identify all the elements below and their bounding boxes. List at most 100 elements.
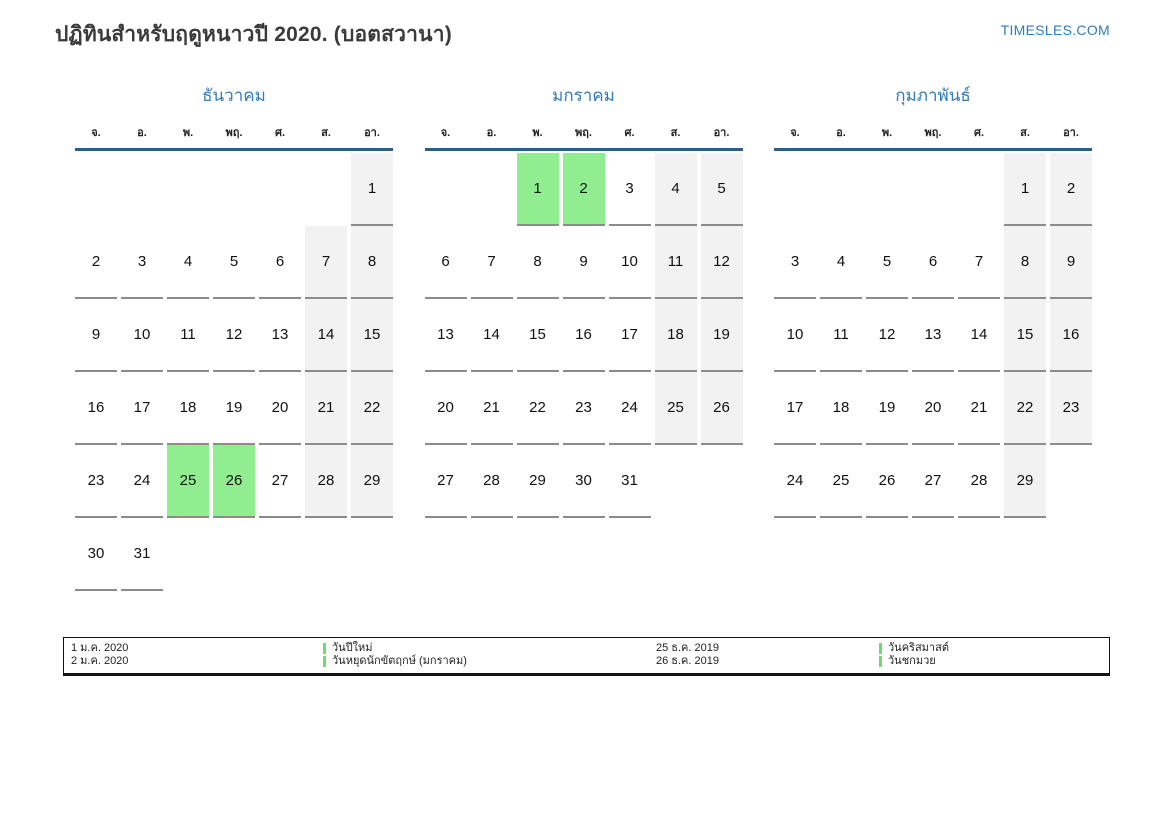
- day-cell-empty: [425, 153, 467, 226]
- month-calendar-3: กุมภาพันธ์ จ. อ. พ. พฤ. ศ. ส. อา. 1 2 3 4 5 6 7 8 9 10 11 1…: [774, 82, 1092, 518]
- day-cell-weekend: 4: [654, 153, 697, 226]
- legend-item: วันหยุดนักขัตฤกษ์ (มกราคม): [323, 655, 656, 668]
- day-cell-weekend: 18: [654, 299, 697, 372]
- legend-label-text: วันหยุดนักขัตฤกษ์ (มกราคม): [332, 655, 467, 667]
- day-cell: 21: [470, 372, 513, 445]
- weekday-label: ศ.: [624, 127, 635, 139]
- day-cell: 14: [470, 299, 513, 372]
- day-cell-weekend: 25: [654, 372, 697, 445]
- holiday-marker-icon: [879, 656, 882, 667]
- day-cell-weekend: 14: [305, 299, 347, 372]
- day-cell-holiday: 1: [516, 153, 559, 226]
- day-cell-weekend: 28: [305, 445, 347, 518]
- day-cell-holiday: 25: [167, 445, 209, 518]
- day-cell-empty: [75, 153, 117, 226]
- page-header: ปฏิทินสำหรับฤดูหนาวปี 2020. (บอตสวานา) T…: [0, 0, 1169, 51]
- day-cell-weekend: 21: [305, 372, 347, 445]
- day-cell-weekend: 19: [700, 299, 743, 372]
- day-cell: 5: [866, 226, 908, 299]
- week-row: 24 25 26 27 28 29: [774, 445, 1092, 518]
- day-cell: 18: [167, 372, 209, 445]
- legend-label-text: วันคริสมาสต์: [888, 642, 949, 654]
- day-cell-holiday: 26: [213, 445, 255, 518]
- day-cell: 31: [121, 518, 163, 591]
- weekday-label: จ.: [91, 127, 101, 139]
- day-cell-empty: [351, 518, 393, 591]
- day-cell: 18: [820, 372, 862, 445]
- week-row: 16 17 18 19 20 21 22: [75, 372, 393, 445]
- weekday-label: พ.: [182, 127, 194, 139]
- week-row: 30 31: [75, 518, 393, 591]
- legend-item: วันคริสมาสต์: [879, 642, 1109, 655]
- day-cell-empty: [820, 153, 862, 226]
- day-cell: 4: [820, 226, 862, 299]
- day-cell: 28: [470, 445, 513, 518]
- header-rule: [424, 148, 743, 151]
- day-cell-weekend: 29: [1004, 445, 1046, 518]
- day-cell-weekend: 22: [1004, 372, 1046, 445]
- day-cell: 24: [121, 445, 163, 518]
- holiday-marker-icon: [879, 643, 882, 654]
- day-cell: 19: [213, 372, 255, 445]
- day-cell: 4: [167, 226, 209, 299]
- weekday-label: พ.: [881, 127, 893, 139]
- day-cell-empty: [305, 518, 347, 591]
- day-cell-weekend: 15: [351, 299, 393, 372]
- legend-column-labels: วันปีใหม่ วันหยุดนักขัตฤกษ์ (มกราคม): [323, 642, 656, 668]
- day-cell: 16: [75, 372, 117, 445]
- day-cell: 17: [774, 372, 816, 445]
- day-cell: 24: [608, 372, 651, 445]
- months-row: ธันวาคม จ. อ. พ. พฤ. ศ. ส. อา. 1 2 3 4 5 6 7 8 9 10 11 12 13…: [75, 82, 1092, 591]
- legend-item: วันชกมวย: [879, 655, 1109, 668]
- legend-date: 2 ม.ค. 2020: [71, 655, 323, 668]
- legend-column-dates: 25 ธ.ค. 2019 26 ธ.ค. 2019: [656, 642, 879, 668]
- legend-date-text: 1 ม.ค. 2020: [71, 642, 129, 654]
- day-cell-weekend: 5: [700, 153, 743, 226]
- day-cell-weekend: 2: [1050, 153, 1092, 226]
- legend-column-dates: 1 ม.ค. 2020 2 ม.ค. 2020: [71, 642, 323, 668]
- legend-column-labels: วันคริสมาสต์ วันชกมวย: [879, 642, 1109, 668]
- site-link[interactable]: TIMESLES.COM: [1000, 22, 1110, 38]
- day-cell-empty: [305, 153, 347, 226]
- day-cell-empty: [259, 518, 301, 591]
- week-row: 27 28 29 30 31: [424, 445, 743, 518]
- day-cell: 3: [774, 226, 816, 299]
- day-cell: 20: [259, 372, 301, 445]
- weekday-header-row: จ. อ. พ. พฤ. ศ. ส. อา.: [75, 123, 393, 148]
- day-cell: 10: [608, 226, 651, 299]
- day-cell-empty: [167, 518, 209, 591]
- day-cell: 8: [516, 226, 559, 299]
- day-cell-weekend: 8: [1004, 226, 1046, 299]
- weekday-label: อ.: [836, 127, 846, 139]
- day-cell-weekend: 7: [305, 226, 347, 299]
- weekday-label: จ.: [440, 127, 451, 139]
- day-cell: 13: [424, 299, 467, 372]
- month-title: ธันวาคม: [202, 86, 266, 105]
- day-cell: 13: [259, 299, 301, 372]
- day-cell: 27: [912, 445, 954, 518]
- day-cell-weekend: 9: [1050, 226, 1092, 299]
- day-cell: 28: [958, 445, 1000, 518]
- month-calendar-1: ธันวาคม จ. อ. พ. พฤ. ศ. ส. อา. 1 2 3 4 5 6 7 8 9 10 11 12 13…: [75, 82, 393, 591]
- day-cell: 10: [121, 299, 163, 372]
- weekday-label: พฤ.: [924, 127, 942, 139]
- week-row: 6 7 8 9 10 11 12: [424, 226, 743, 299]
- day-cell: 12: [866, 299, 908, 372]
- legend-label-text: วันชกมวย: [888, 655, 936, 667]
- day-cell: 25: [820, 445, 862, 518]
- day-cell-empty: [471, 153, 513, 226]
- day-cell: 9: [75, 299, 117, 372]
- weekday-label: ส.: [670, 127, 681, 139]
- day-cell: 19: [866, 372, 908, 445]
- week-row: 1: [75, 153, 393, 226]
- weekday-label: พ.: [532, 127, 543, 139]
- day-cell-weekend: 26: [700, 372, 743, 445]
- weekday-header-row: จ. อ. พ. พฤ. ศ. ส. อา.: [774, 123, 1092, 148]
- day-cell-empty: [1050, 445, 1092, 518]
- weekday-label: พฤ.: [225, 127, 243, 139]
- day-cell: 3: [121, 226, 163, 299]
